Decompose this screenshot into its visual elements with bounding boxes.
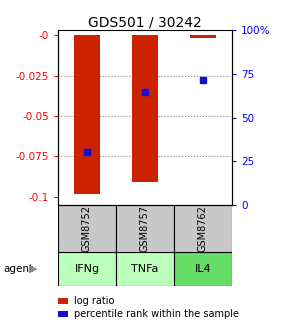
Text: IL4: IL4: [195, 264, 211, 274]
Text: agent: agent: [3, 264, 33, 274]
Bar: [174, 205, 232, 252]
Point: [85, 149, 89, 154]
Bar: [74, 35, 100, 194]
Text: GSM8752: GSM8752: [82, 205, 92, 252]
Bar: [116, 252, 174, 286]
Text: log ratio: log ratio: [74, 296, 114, 306]
Bar: [116, 205, 174, 252]
Text: GSM8757: GSM8757: [140, 205, 150, 252]
Bar: [58, 252, 116, 286]
Text: percentile rank within the sample: percentile rank within the sample: [74, 309, 239, 319]
Text: IFNg: IFNg: [75, 264, 99, 274]
Bar: [190, 35, 216, 38]
Text: TNFa: TNFa: [131, 264, 159, 274]
Text: GSM8762: GSM8762: [198, 205, 208, 252]
Text: ▶: ▶: [29, 264, 38, 274]
Bar: [132, 35, 158, 182]
Point: [143, 89, 147, 94]
Bar: [174, 252, 232, 286]
Bar: [58, 205, 116, 252]
Title: GDS501 / 30242: GDS501 / 30242: [88, 15, 202, 29]
Point: [201, 78, 205, 83]
